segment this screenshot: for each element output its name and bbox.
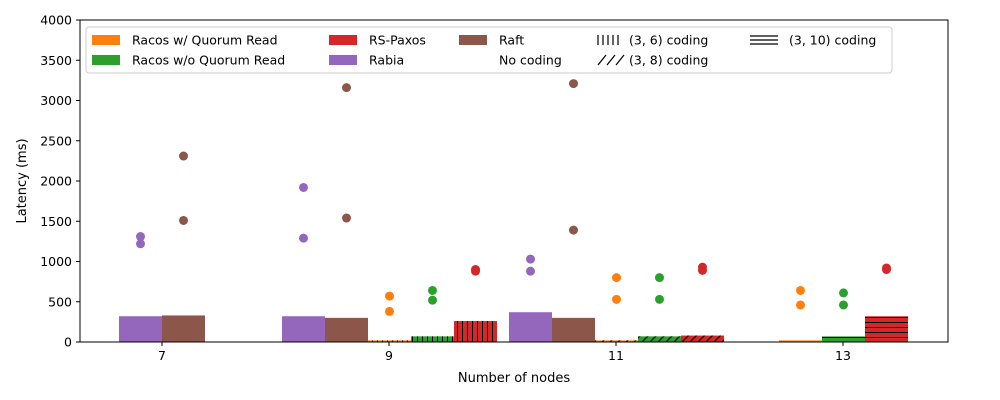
legend-hatch-line: [615, 54, 625, 66]
point-raft: [342, 213, 351, 223]
point-rs-paxos: [882, 265, 891, 275]
point-rabia: [136, 232, 145, 242]
bar-rabia: [509, 312, 552, 342]
x-axis: 7 9 11 13: [158, 342, 851, 363]
point-rabia: [299, 182, 308, 192]
legend-label: Racos w/ Quorum Read: [132, 33, 278, 48]
bar-raft: [162, 315, 205, 342]
x-tick-label: 13: [835, 348, 851, 363]
bar-hatch-horizontal: [779, 340, 822, 342]
point-racos-w-quorum-read: [796, 300, 805, 310]
legend-label: (3, 6) coding: [629, 33, 708, 48]
bars-layer: [119, 312, 908, 342]
point-racos-w-o-quorum-read: [428, 295, 437, 305]
point-rabia: [526, 254, 535, 264]
point-rs-paxos: [471, 266, 480, 276]
bar-hatch-vertical: [411, 336, 454, 342]
y-tick-label: 0: [64, 335, 72, 350]
bar-rabia: [282, 316, 325, 342]
legend: Racos w/ Quorum Read Racos w/o Quorum Rea…: [85, 26, 893, 74]
legend-label: RS-Paxos: [369, 33, 426, 48]
points-layer: [136, 79, 891, 316]
point-racos-w-quorum-read: [796, 285, 805, 295]
x-tick-label: 11: [608, 348, 624, 363]
point-rabia: [136, 239, 145, 249]
legend-label: No coding: [499, 53, 562, 68]
y-tick-label: 3000: [40, 93, 72, 108]
legend-hatch-line: [606, 54, 616, 66]
bar-hatch-diagonal: [638, 336, 681, 342]
legend-label: (3, 8) coding: [629, 53, 708, 68]
y-tick-label: 1000: [40, 254, 72, 269]
point-racos-w-quorum-read: [612, 294, 621, 304]
x-tick-label: 9: [385, 348, 393, 363]
legend-hatch-line: [597, 54, 607, 66]
point-racos-w-o-quorum-read: [655, 273, 664, 283]
point-raft: [569, 79, 578, 89]
point-raft: [342, 83, 351, 93]
point-racos-w-quorum-read: [385, 306, 394, 316]
bar-raft: [552, 317, 595, 342]
point-raft: [569, 225, 578, 235]
bar-hatch-vertical: [368, 340, 411, 342]
y-tick-label: 2000: [40, 174, 72, 189]
bar-hatch-horizontal: [822, 336, 865, 342]
point-rabia: [299, 233, 308, 243]
y-tick-label: 500: [48, 294, 72, 309]
y-tick-label: 3500: [40, 53, 72, 68]
legend-swatch: [329, 35, 357, 45]
point-racos-w-o-quorum-read: [655, 294, 664, 304]
point-racos-w-o-quorum-read: [428, 285, 437, 295]
point-raft: [179, 215, 188, 225]
y-tick-label: 2500: [40, 133, 72, 148]
legend-swatch: [329, 55, 357, 65]
legend-swatch: [92, 35, 120, 45]
point-rabia: [526, 266, 535, 276]
bar-hatch-horizontal: [865, 316, 908, 342]
bar-hatch-vertical: [454, 321, 497, 342]
legend-swatch: [92, 55, 120, 65]
x-tick-label: 7: [158, 348, 166, 363]
bar-raft: [325, 317, 368, 342]
y-axis: 0 500 1000 1500 2000 2500 3000 3500 4000: [40, 13, 80, 350]
y-tick-label: 4000: [40, 13, 72, 28]
legend-label: Rabia: [369, 53, 404, 68]
legend-label: (3, 10) coding: [789, 33, 876, 48]
bar-rabia: [119, 316, 162, 342]
bar-hatch-diagonal: [595, 340, 638, 342]
x-axis-label: Number of nodes: [458, 371, 570, 386]
point-racos-w-quorum-read: [612, 273, 621, 283]
point-rs-paxos: [698, 265, 707, 275]
point-raft: [179, 151, 188, 161]
point-racos-w-quorum-read: [385, 291, 394, 301]
legend-frame: [85, 26, 893, 74]
y-tick-label: 1500: [40, 214, 72, 229]
legend-label: Raft: [499, 33, 524, 48]
legend-swatch: [459, 35, 487, 45]
point-racos-w-o-quorum-read: [839, 300, 848, 310]
point-racos-w-o-quorum-read: [839, 288, 848, 298]
y-axis-label: Latency (ms): [15, 138, 30, 223]
bar-hatch-diagonal: [681, 335, 724, 342]
legend-label: Racos w/o Quorum Read: [132, 53, 285, 68]
